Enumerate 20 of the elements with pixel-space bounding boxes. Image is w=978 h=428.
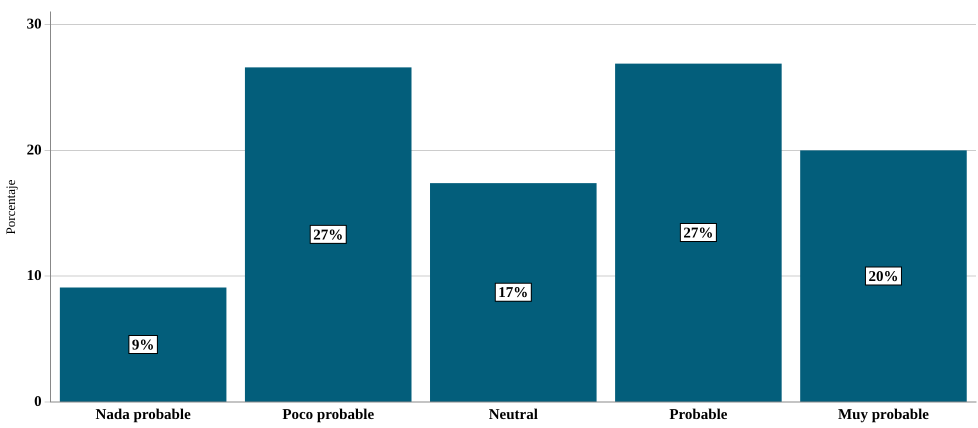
y-tick-label: 0 (34, 394, 42, 410)
x-tick-label: Neutral (488, 406, 538, 423)
x-tick-label: Poco probable (282, 406, 374, 423)
y-tick-label: 30 (26, 16, 42, 32)
bar (60, 288, 226, 402)
x-tick-label: Probable (669, 406, 728, 423)
y-axis-title: Porcentaje (3, 179, 18, 234)
y-tick-label: 10 (26, 268, 42, 284)
bar (430, 183, 597, 402)
bar (615, 64, 782, 402)
y-tick-label: 20 (26, 142, 42, 158)
data-label: 27% (683, 225, 714, 242)
data-label: 17% (498, 285, 528, 302)
x-tick-label: Muy probable (838, 406, 930, 423)
x-tick-label: Nada probable (96, 406, 192, 423)
data-label: 9% (132, 337, 154, 354)
bar (800, 150, 967, 402)
data-label: 20% (868, 268, 898, 285)
bar (244, 67, 412, 402)
data-label: 27% (313, 227, 344, 244)
